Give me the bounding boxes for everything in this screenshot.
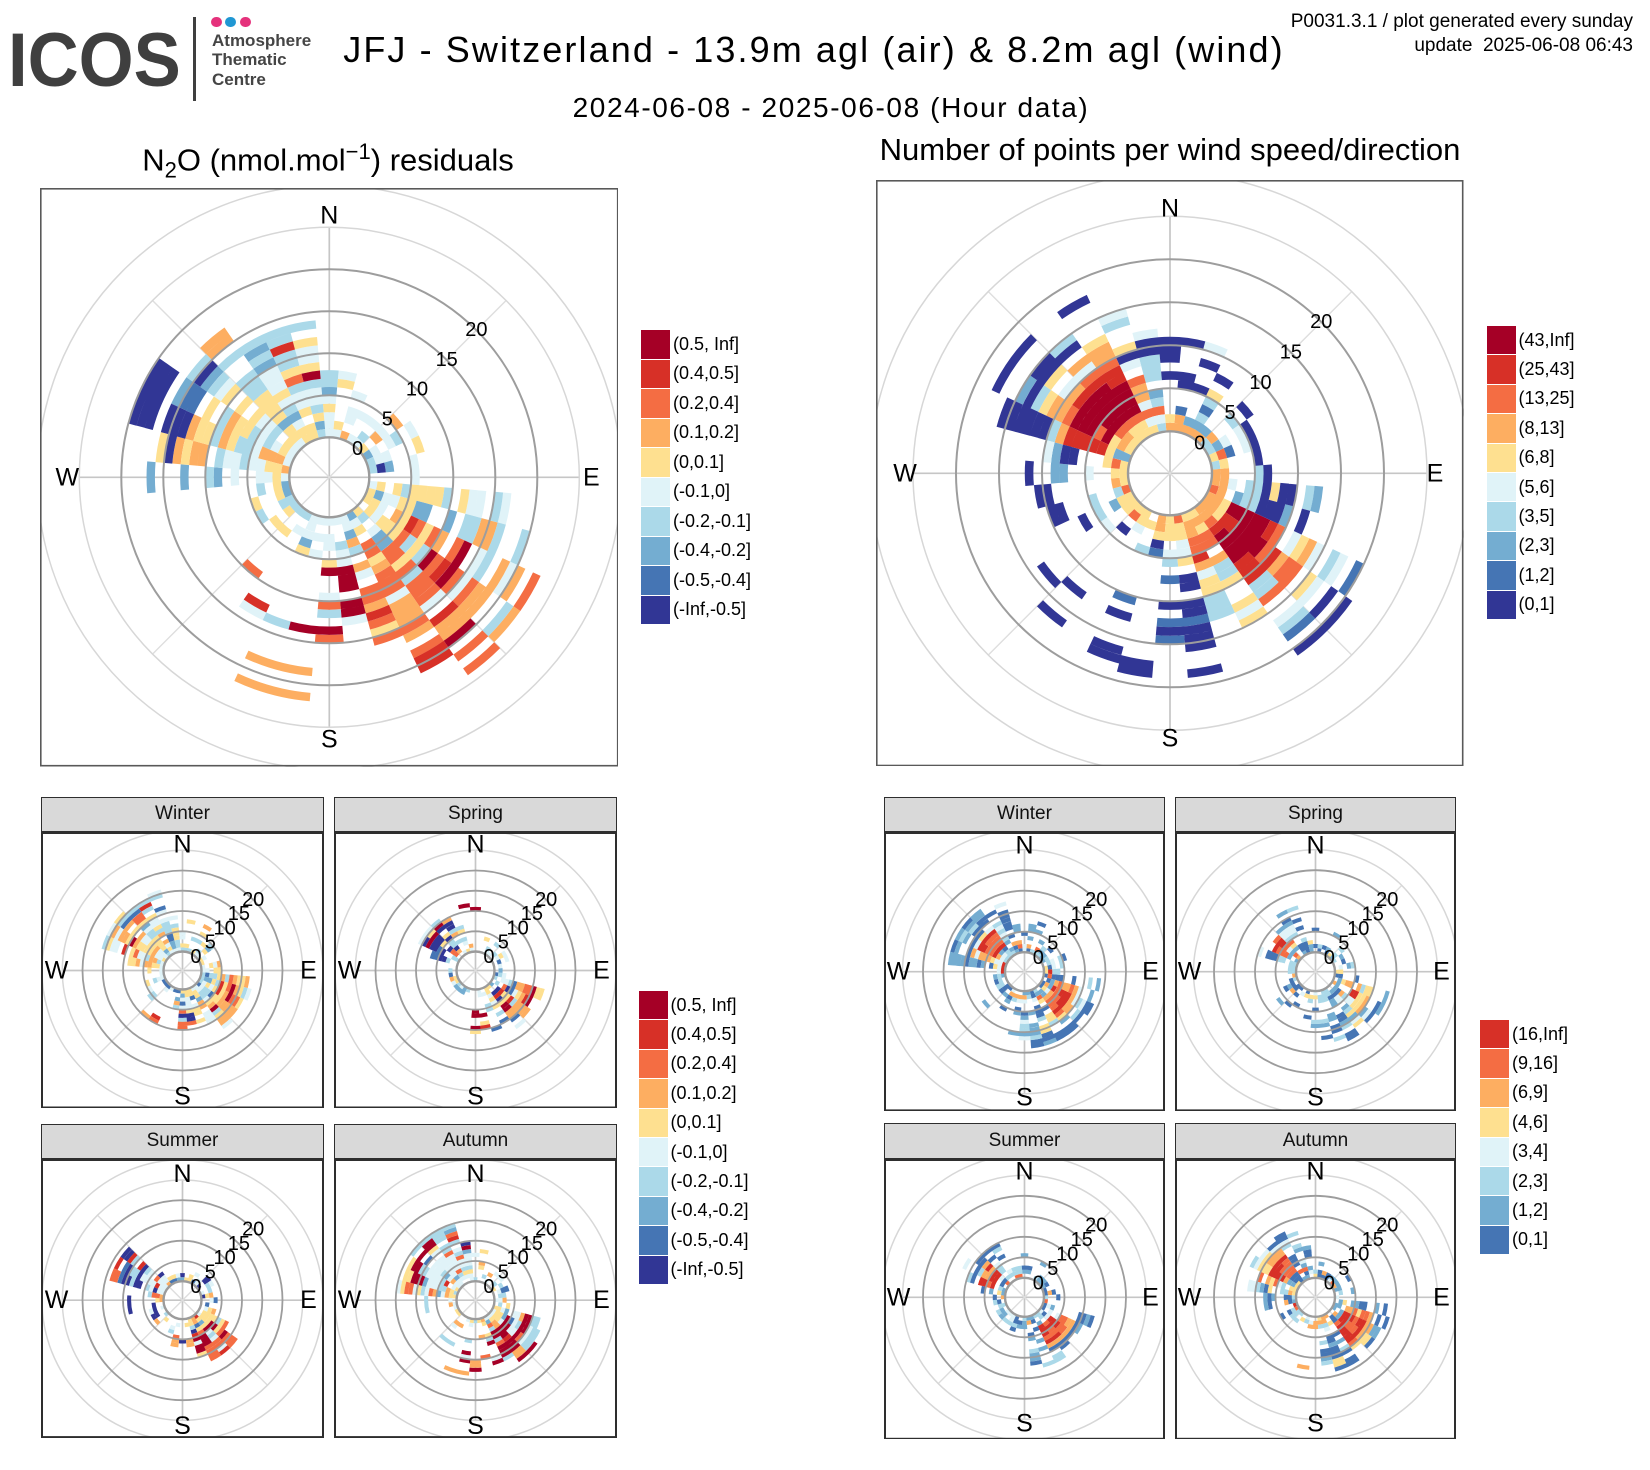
svg-text:15: 15: [1362, 903, 1384, 925]
svg-text:20: 20: [242, 888, 264, 910]
svg-text:5: 5: [498, 931, 509, 953]
svg-text:0: 0: [1324, 946, 1335, 968]
svg-text:N: N: [466, 1160, 484, 1188]
svg-text:5: 5: [1047, 1258, 1058, 1280]
svg-text:5: 5: [205, 1261, 216, 1283]
svg-text:S: S: [1016, 1409, 1033, 1437]
svg-text:10: 10: [506, 917, 528, 939]
svg-text:E: E: [1433, 957, 1450, 985]
svg-text:10: 10: [1347, 1243, 1369, 1265]
svg-text:5: 5: [1047, 932, 1058, 954]
svg-text:W: W: [45, 956, 69, 984]
svg-text:15: 15: [521, 1233, 543, 1255]
svg-text:W: W: [45, 1286, 69, 1314]
svg-text:E: E: [582, 463, 599, 491]
svg-text:E: E: [1433, 1283, 1450, 1311]
svg-text:S: S: [320, 725, 337, 753]
svg-text:S: S: [467, 1412, 484, 1438]
svg-text:15: 15: [1071, 903, 1093, 925]
svg-text:N: N: [1015, 1159, 1033, 1185]
svg-text:W: W: [887, 957, 911, 985]
svg-text:E: E: [593, 956, 610, 984]
svg-text:W: W: [1178, 1283, 1202, 1311]
svg-text:20: 20: [535, 888, 557, 910]
svg-text:W: W: [338, 1286, 362, 1314]
svg-text:N: N: [1161, 194, 1179, 222]
svg-text:0: 0: [1324, 1272, 1335, 1294]
svg-text:E: E: [1142, 957, 1159, 985]
svg-text:20: 20: [465, 319, 487, 341]
svg-text:10: 10: [1056, 917, 1078, 939]
svg-text:15: 15: [1071, 1229, 1093, 1251]
svg-text:10: 10: [1347, 917, 1369, 939]
svg-text:5: 5: [1338, 1258, 1349, 1280]
svg-text:S: S: [1307, 1083, 1324, 1111]
svg-text:20: 20: [1310, 311, 1332, 333]
svg-text:S: S: [1307, 1409, 1324, 1437]
svg-text:15: 15: [435, 349, 457, 371]
svg-text:20: 20: [1085, 888, 1107, 910]
svg-text:20: 20: [242, 1218, 264, 1240]
svg-text:S: S: [467, 1082, 484, 1108]
svg-text:10: 10: [1249, 372, 1271, 394]
svg-text:0: 0: [190, 946, 201, 968]
svg-text:0: 0: [483, 1276, 494, 1298]
svg-text:15: 15: [1362, 1229, 1384, 1251]
svg-text:20: 20: [1085, 1214, 1107, 1236]
svg-text:5: 5: [1225, 402, 1236, 424]
svg-text:W: W: [55, 463, 79, 491]
svg-text:20: 20: [535, 1218, 557, 1240]
svg-text:E: E: [300, 1286, 317, 1314]
svg-text:N: N: [1015, 832, 1033, 860]
svg-text:E: E: [593, 1286, 610, 1314]
svg-text:S: S: [1016, 1083, 1033, 1111]
svg-text:S: S: [174, 1082, 191, 1108]
svg-text:N: N: [173, 1160, 191, 1188]
svg-text:S: S: [1162, 724, 1179, 752]
svg-text:15: 15: [521, 903, 543, 925]
svg-text:N: N: [1306, 1159, 1324, 1185]
svg-text:10: 10: [213, 917, 235, 939]
svg-text:15: 15: [228, 903, 250, 925]
svg-text:W: W: [338, 956, 362, 984]
svg-text:0: 0: [483, 946, 494, 968]
svg-text:E: E: [300, 956, 317, 984]
svg-text:5: 5: [498, 1261, 509, 1283]
svg-text:5: 5: [1338, 932, 1349, 954]
svg-text:E: E: [1142, 1283, 1159, 1311]
svg-text:N: N: [173, 832, 191, 859]
svg-text:W: W: [1178, 957, 1202, 985]
svg-text:0: 0: [1033, 946, 1044, 968]
svg-text:10: 10: [1056, 1243, 1078, 1265]
svg-text:0: 0: [1194, 433, 1205, 455]
svg-text:W: W: [887, 1283, 911, 1311]
svg-text:20: 20: [1376, 888, 1398, 910]
svg-text:N: N: [320, 201, 338, 229]
svg-text:10: 10: [405, 379, 427, 401]
svg-text:0: 0: [352, 438, 363, 460]
svg-text:10: 10: [506, 1247, 528, 1269]
svg-text:20: 20: [1376, 1214, 1398, 1236]
svg-text:0: 0: [1033, 1272, 1044, 1294]
svg-text:15: 15: [1280, 341, 1302, 363]
svg-text:N: N: [1306, 832, 1324, 860]
svg-text:E: E: [1427, 459, 1444, 487]
svg-text:S: S: [174, 1412, 191, 1438]
svg-text:10: 10: [213, 1247, 235, 1269]
svg-text:5: 5: [205, 931, 216, 953]
svg-text:N: N: [466, 832, 484, 859]
svg-text:15: 15: [228, 1233, 250, 1255]
svg-text:5: 5: [381, 408, 392, 430]
svg-text:W: W: [893, 459, 917, 487]
svg-text:0: 0: [190, 1276, 201, 1298]
